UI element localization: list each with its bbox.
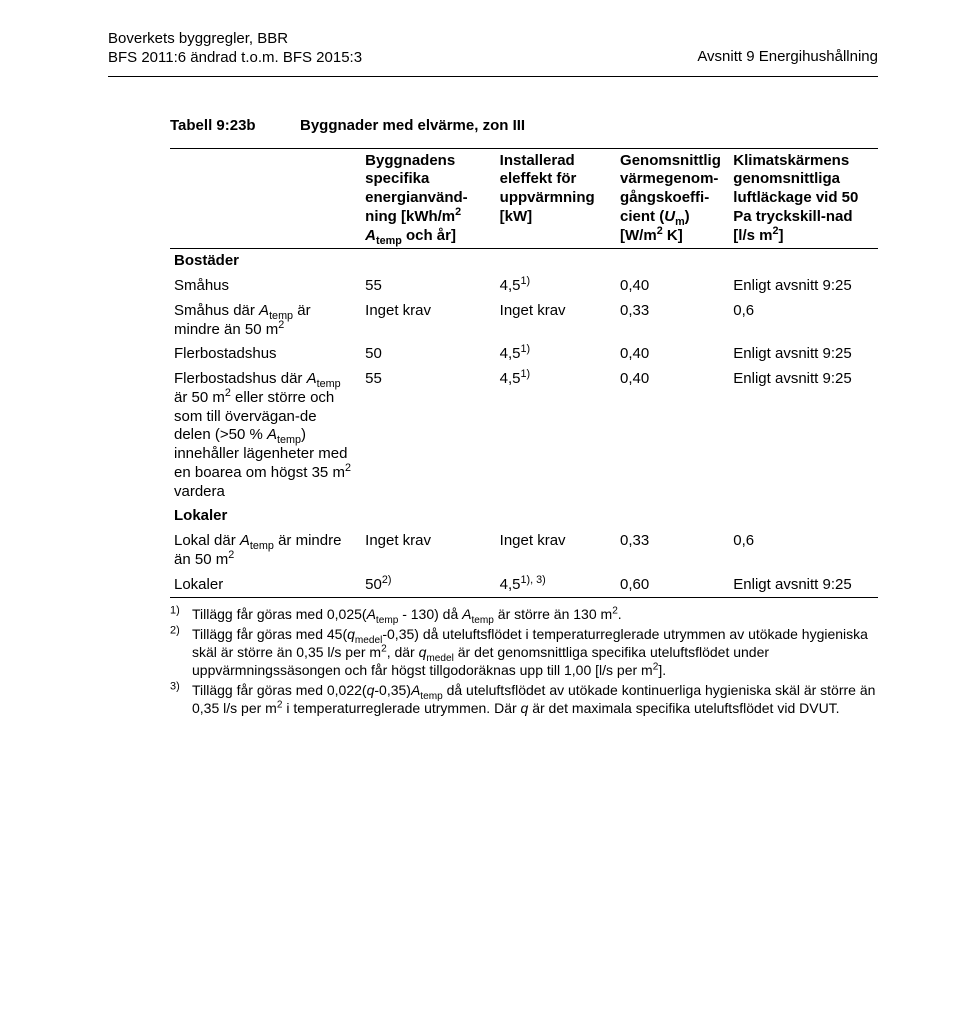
- header-left-line1: Boverkets byggregler, BBR: [108, 30, 362, 49]
- value-cell: Inget krav: [496, 299, 616, 343]
- value-cell: 4,51): [496, 274, 616, 299]
- value-cell: Inget krav: [361, 299, 496, 343]
- footnote: 1)Tillägg får göras med 0,025(Atemp - 13…: [170, 606, 878, 624]
- value-cell: 55: [361, 367, 496, 504]
- value-cell: 0,6: [729, 529, 878, 573]
- table-row: Bostäder: [170, 249, 878, 274]
- header-right: Avsnitt 9 Energihushållning: [697, 30, 878, 67]
- value-cell: Enligt avsnitt 9:25: [729, 274, 878, 299]
- row-label-cell: Bostäder: [170, 249, 361, 274]
- value-cell: 0,40: [616, 274, 729, 299]
- value-cell: Enligt avsnitt 9:25: [729, 367, 878, 504]
- footnotes-block: 1)Tillägg får göras med 0,025(Atemp - 13…: [170, 606, 878, 717]
- table-row: Lokaler502)4,51), 3)0,60Enligt avsnitt 9…: [170, 573, 878, 598]
- table-row: Småhus554,51)0,40Enligt avsnitt 9:25: [170, 274, 878, 299]
- value-cell: [361, 249, 496, 274]
- page-header: Boverkets byggregler, BBR BFS 2011:6 änd…: [108, 30, 878, 68]
- row-label-cell: Lokal där Atemp är mindre än 50 m2: [170, 529, 361, 573]
- value-cell: 0,6: [729, 299, 878, 343]
- value-cell: 4,51), 3): [496, 573, 616, 598]
- col-header-0: [170, 148, 361, 249]
- value-cell: Inget krav: [361, 529, 496, 573]
- footnote-mark: 2): [170, 626, 192, 680]
- table-row: Flerbostadshus där Atemp är 50 m2 eller …: [170, 367, 878, 504]
- value-cell: 0,33: [616, 529, 729, 573]
- row-label-cell: Småhus där Atemp är mindre än 50 m2: [170, 299, 361, 343]
- value-cell: Enligt avsnitt 9:25: [729, 573, 878, 598]
- header-right-line: Avsnitt 9 Energihushållning: [697, 48, 878, 67]
- header-left: Boverkets byggregler, BBR BFS 2011:6 änd…: [108, 30, 362, 68]
- row-label-cell: Lokaler: [170, 504, 361, 529]
- value-cell: Enligt avsnitt 9:25: [729, 342, 878, 367]
- col-header-3: Genomsnittlig värmegenom-gångskoeffi-cie…: [616, 148, 729, 249]
- table-head: Byggnadens specifika energianvänd-ning […: [170, 148, 878, 249]
- footnote: 3)Tillägg får göras med 0,022(q-0,35)Ate…: [170, 682, 878, 718]
- footnote-text: Tillägg får göras med 45(qmedel-0,35) då…: [192, 626, 878, 680]
- value-cell: Inget krav: [496, 529, 616, 573]
- table-body: BostäderSmåhus554,51)0,40Enligt avsnitt …: [170, 249, 878, 598]
- value-cell: 502): [361, 573, 496, 598]
- value-cell: [496, 249, 616, 274]
- row-label-cell: Lokaler: [170, 573, 361, 598]
- footnote-mark: 1): [170, 606, 192, 624]
- table-caption: Tabell 9:23b Byggnader med elvärme, zon …: [170, 117, 878, 134]
- footnote-text: Tillägg får göras med 0,025(Atemp - 130)…: [192, 606, 878, 624]
- col-header-2: Installerad eleffekt för uppvärmning [kW…: [496, 148, 616, 249]
- value-cell: 0,33: [616, 299, 729, 343]
- value-cell: [729, 504, 878, 529]
- footnote-mark: 3): [170, 682, 192, 718]
- row-label-cell: Flerbostadshus där Atemp är 50 m2 eller …: [170, 367, 361, 504]
- value-cell: 55: [361, 274, 496, 299]
- value-cell: [496, 504, 616, 529]
- value-cell: 0,60: [616, 573, 729, 598]
- table-row: Flerbostadshus504,51)0,40Enligt avsnitt …: [170, 342, 878, 367]
- content-block: Tabell 9:23b Byggnader med elvärme, zon …: [108, 117, 878, 718]
- col-header-1: Byggnadens specifika energianvänd-ning […: [361, 148, 496, 249]
- table-row: Lokal där Atemp är mindre än 50 m2Inget …: [170, 529, 878, 573]
- document-page: Boverkets byggregler, BBR BFS 2011:6 änd…: [0, 0, 960, 760]
- footnote: 2)Tillägg får göras med 45(qmedel-0,35) …: [170, 626, 878, 680]
- table-row: Småhus där Atemp är mindre än 50 m2Inget…: [170, 299, 878, 343]
- row-label-cell: Flerbostadshus: [170, 342, 361, 367]
- value-cell: 4,51): [496, 342, 616, 367]
- col-header-4: Klimatskärmens genomsnittliga luftläckag…: [729, 148, 878, 249]
- value-cell: [361, 504, 496, 529]
- header-left-line2: BFS 2011:6 ändrad t.o.m. BFS 2015:3: [108, 49, 362, 68]
- header-rule: [108, 76, 878, 77]
- value-cell: [616, 504, 729, 529]
- value-cell: 0,40: [616, 342, 729, 367]
- footnote-text: Tillägg får göras med 0,022(q-0,35)Atemp…: [192, 682, 878, 718]
- table-header-row: Byggnadens specifika energianvänd-ning […: [170, 148, 878, 249]
- value-cell: [616, 249, 729, 274]
- table-row: Lokaler: [170, 504, 878, 529]
- table-caption-number: Tabell 9:23b: [170, 117, 300, 134]
- value-cell: 0,40: [616, 367, 729, 504]
- row-label-cell: Småhus: [170, 274, 361, 299]
- table-caption-text: Byggnader med elvärme, zon III: [300, 117, 525, 134]
- value-cell: 4,51): [496, 367, 616, 504]
- value-cell: 50: [361, 342, 496, 367]
- data-table: Byggnadens specifika energianvänd-ning […: [170, 148, 878, 599]
- value-cell: [729, 249, 878, 274]
